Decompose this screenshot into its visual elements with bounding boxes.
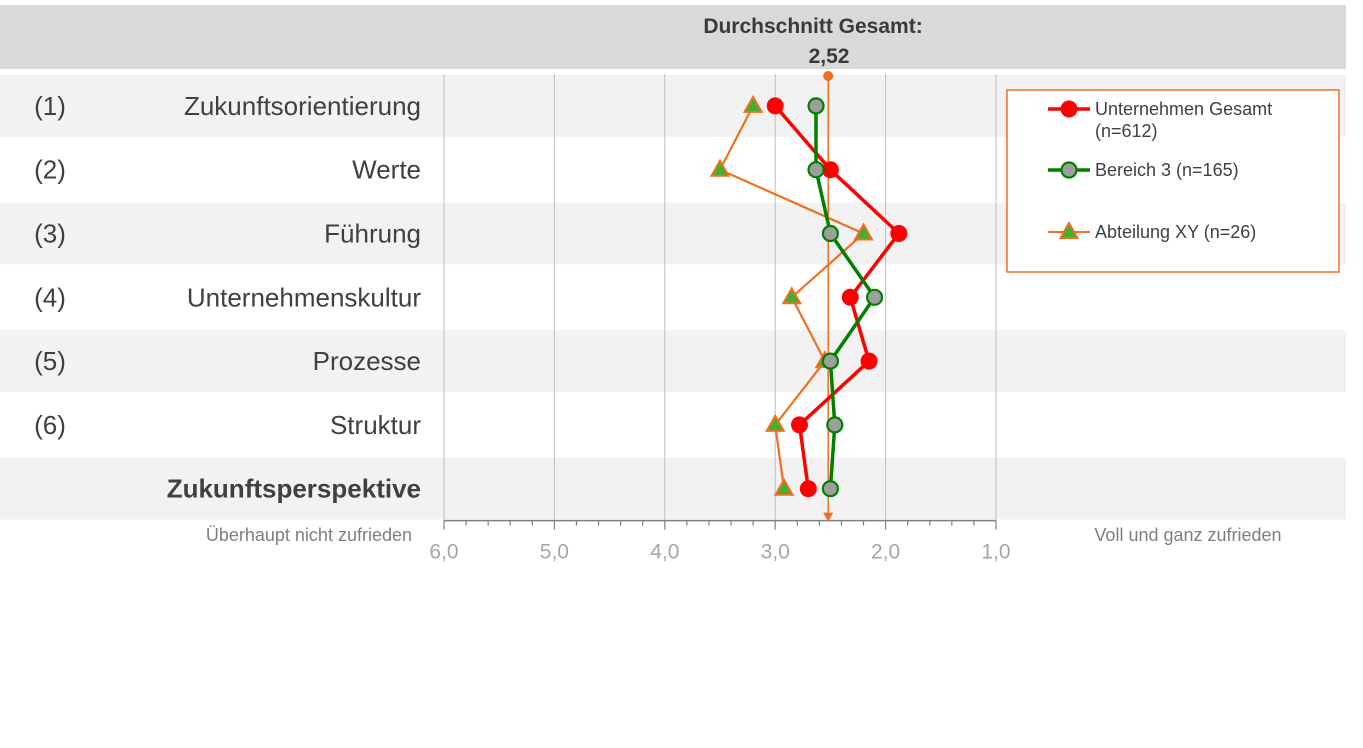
data-point: [860, 352, 878, 370]
x-tick-label: 3,0: [761, 541, 790, 564]
row-number: (5): [34, 346, 66, 376]
data-point: [826, 416, 844, 434]
data-point: [821, 480, 840, 498]
average-value-label: 2,52: [809, 45, 850, 68]
row-number: (2): [34, 155, 66, 185]
axis-left-label: Überhaupt nicht zufrieden: [206, 525, 412, 545]
data-point: [766, 97, 784, 115]
x-tick-label: 6,0: [429, 541, 458, 564]
legend-label: Abteilung XY (n=26): [1095, 222, 1256, 242]
chart-title: Durchschnitt Gesamt:: [703, 15, 922, 38]
row-label: Unternehmenskultur: [187, 282, 421, 312]
x-tick-label: 2,0: [871, 541, 900, 564]
row-label: Prozesse: [313, 346, 421, 376]
row-label: Führung: [324, 219, 421, 249]
average-line-arrow: [823, 512, 834, 522]
legend-label: (n=612): [1095, 121, 1158, 141]
x-tick-label: 5,0: [540, 541, 569, 564]
legend-marker: [1060, 161, 1078, 179]
gridlines: [443, 74, 997, 521]
data-point: [821, 352, 840, 370]
data-point: [790, 416, 808, 434]
data-point: [781, 286, 802, 305]
x-axis: 6,0 5,0 4,0 3,0 2,0 1,0: [429, 519, 1011, 564]
row-number: (4): [34, 282, 66, 312]
data-point: [799, 480, 817, 498]
data-point: [742, 94, 764, 113]
x-tick-label: 1,0: [981, 541, 1010, 564]
row-number: (3): [34, 219, 66, 249]
data-point: [807, 97, 825, 115]
data-point: [821, 224, 840, 243]
data-point: [773, 477, 795, 496]
legend-marker: [1058, 220, 1080, 239]
row-label: Zukunftsperspektive: [167, 474, 421, 504]
data-point: [709, 158, 731, 177]
row-label: Zukunftsorientierung: [184, 91, 421, 121]
row-band: [0, 457, 1346, 520]
series-group: [709, 94, 908, 498]
row-band: [0, 330, 1346, 392]
data-point: [821, 161, 839, 179]
legend: Unternehmen Gesamt(n=612) Bereich 3 (n=16…: [1006, 89, 1340, 273]
data-point: [865, 288, 884, 306]
data-point: [853, 222, 874, 241]
x-tick-label: 4,0: [650, 541, 679, 564]
header-band: [0, 5, 1346, 69]
row-number: (1): [34, 91, 66, 121]
data-point: [841, 288, 859, 306]
legend-label: Unternehmen Gesamt: [1095, 99, 1272, 119]
axis-right-label: Voll und ganz zufrieden: [1094, 525, 1281, 545]
data-point: [807, 161, 825, 179]
row-number: (6): [34, 410, 66, 440]
average-line-group: [823, 71, 834, 522]
data-point: [890, 225, 908, 242]
data-point: [764, 413, 786, 432]
legend-marker: [1060, 100, 1078, 118]
legend-label: Bereich 3 (n=165): [1095, 160, 1239, 180]
row-label: Struktur: [330, 410, 421, 440]
average-line-top-marker: [823, 71, 834, 81]
row-label: Werte: [352, 155, 421, 185]
legend-box: [1006, 89, 1340, 273]
